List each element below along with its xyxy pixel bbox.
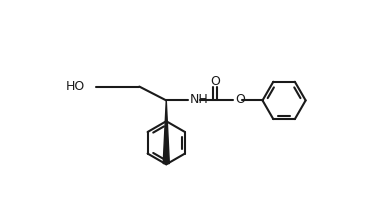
Text: HO: HO <box>66 80 85 93</box>
Text: O: O <box>210 75 220 88</box>
Polygon shape <box>163 100 169 163</box>
Text: NH: NH <box>190 93 208 106</box>
Text: O: O <box>236 93 245 106</box>
